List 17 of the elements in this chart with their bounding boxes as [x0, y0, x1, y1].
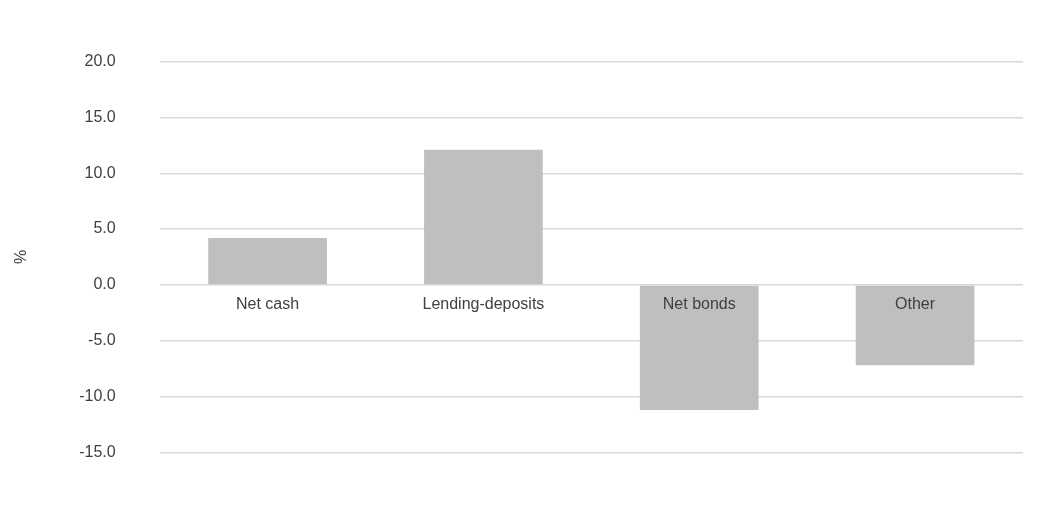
y-tick-label: 10.0	[84, 163, 116, 181]
y-tick-label: -10.0	[79, 386, 116, 404]
x-tick-label: Other	[895, 295, 936, 313]
bar	[639, 285, 759, 410]
y-tick-label: -5.0	[88, 331, 116, 349]
x-tick-label: Net bonds	[662, 295, 736, 313]
y-tick-label: 15.0	[84, 107, 116, 125]
x-tick-label: Lending-deposits	[422, 295, 545, 313]
y-tick-label: 0.0	[93, 275, 116, 293]
y-tick-label: -15.0	[79, 442, 116, 460]
bar	[424, 149, 543, 285]
x-tick-label: Net cash	[236, 295, 300, 313]
y-tick-label: 20.0	[84, 52, 116, 70]
y-tick-label: 5.0	[93, 219, 116, 237]
bar	[208, 238, 327, 285]
bar	[855, 285, 975, 366]
y-axis-title: %	[12, 249, 30, 265]
